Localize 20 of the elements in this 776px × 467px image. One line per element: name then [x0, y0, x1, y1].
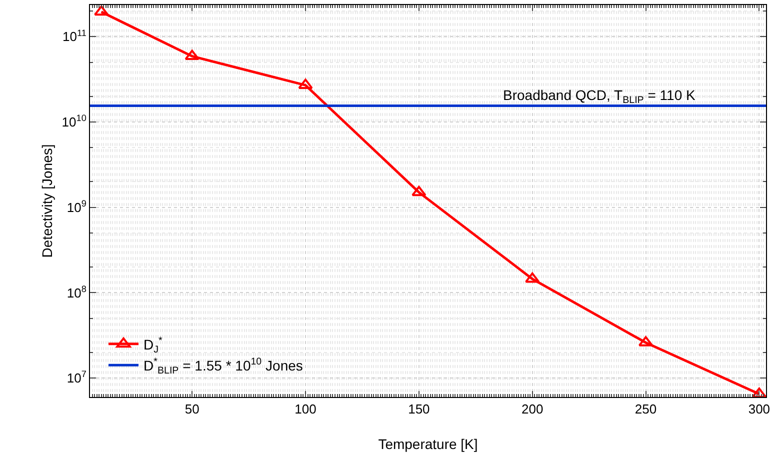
legend-label: D$^{*}$$_{BLIP}$ = 1.55 * 10$^{10}$ Jones: [144, 356, 303, 377]
point: [184, 50, 200, 60]
y-tick-label: 10$^{9}$: [66, 198, 86, 215]
x-tick-label: 100: [294, 402, 316, 417]
x-axis-title: Temperature [K]: [378, 436, 478, 452]
x-tick-label: 150: [408, 402, 430, 417]
y-tick-label: 10$^{11}$: [62, 28, 86, 44]
point: [412, 186, 426, 196]
annotation: Broadband QCD, T$_{BLIP}$ = 110 K: [503, 87, 696, 106]
point: [298, 78, 313, 89]
y-axis-title: Detectivity [Jones]: [39, 144, 55, 258]
point: [94, 5, 109, 16]
y-tick-label: 10$^{7}$: [66, 369, 86, 386]
point: [525, 272, 540, 283]
x-tick-label: 50: [184, 402, 200, 417]
y-tick-label: 10$^{10}$: [62, 113, 86, 130]
x-tick-label: 300: [748, 402, 770, 417]
y-tick-label: 10$^{8}$: [66, 284, 86, 300]
x-tick-label: 250: [634, 402, 657, 417]
x-tick-label: 200: [522, 402, 544, 417]
